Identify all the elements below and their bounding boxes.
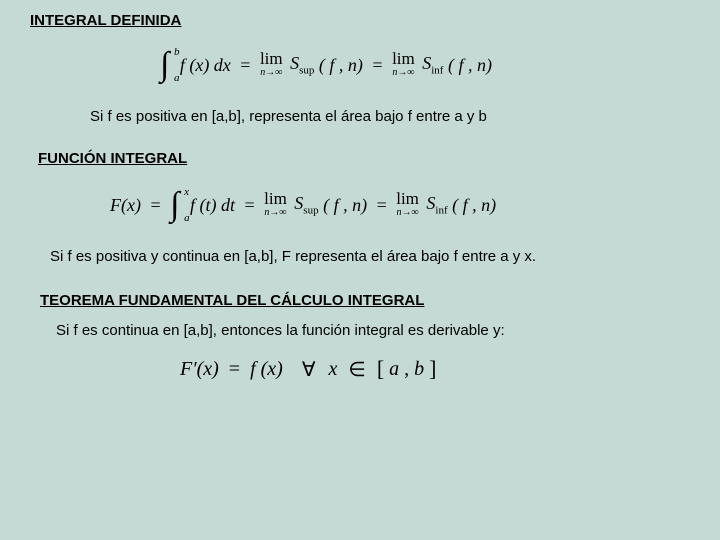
limit-2: lim n→∞: [392, 52, 415, 78]
comma: ,: [404, 358, 409, 381]
limit-1: lim n→∞: [260, 52, 283, 78]
forall-symbol: ∀: [302, 357, 316, 382]
equals-1b: =: [244, 195, 254, 216]
s-sup-b: Ssup: [294, 193, 318, 217]
lim-sub-1b: n→∞: [264, 208, 287, 218]
x-var: x: [329, 358, 338, 381]
right-bracket: ]: [429, 356, 436, 381]
s-inf-b: Sinf: [426, 193, 447, 217]
int-lower-a2: a: [184, 212, 190, 224]
equals-3: =: [229, 358, 240, 381]
s-inf: Sinf: [422, 53, 443, 77]
caption-teorema: Si f es continua en [a,b], entonces la f…: [56, 322, 505, 339]
left-bracket: [: [377, 356, 384, 381]
f-of-x: f (x): [250, 358, 283, 381]
args-2b: ( f , n): [452, 195, 496, 216]
limit-2b: lim n→∞: [396, 192, 419, 218]
int-upper-b: b: [174, 46, 180, 58]
a-var: a: [389, 358, 399, 381]
lim-text-1b: lim: [264, 192, 287, 206]
equals-2b: =: [377, 195, 387, 216]
integrand: f (x) dx: [180, 55, 231, 76]
caption-funcion-integral: Si f es positiva y continua en [a,b], F …: [50, 248, 536, 265]
caption-integral-definida: Si f es positiva en [a,b], representa el…: [90, 108, 487, 125]
integral-sign-2: ∫ x a: [170, 188, 179, 222]
args-1b: ( f , n): [323, 195, 367, 216]
equals-1: =: [240, 55, 250, 76]
equals-2: =: [372, 55, 382, 76]
element-of: ∈: [348, 357, 365, 382]
integral-sign: ∫ b a: [160, 48, 169, 82]
int-upper-x: x: [184, 186, 189, 198]
heading-integral-definida: INTEGRAL DEFINIDA: [30, 12, 181, 29]
integrand-2: f (t) dt: [190, 195, 235, 216]
heading-funcion-integral: FUNCIÓN INTEGRAL: [38, 150, 187, 167]
lim-sub: n→∞: [260, 68, 283, 78]
formula-teorema: F′(x) = f (x) ∀ x ∈ [ a , b ]: [180, 356, 437, 382]
lim-text-2: lim: [392, 52, 415, 66]
slide: INTEGRAL DEFINIDA ∫ b a f (x) dx = lim n…: [0, 0, 720, 540]
s-sup: Ssup: [290, 53, 314, 77]
args-1: ( f , n): [319, 55, 363, 76]
lim-sub-2b: n→∞: [396, 208, 419, 218]
heading-teorema-fundamental: TEOREMA FUNDAMENTAL DEL CÁLCULO INTEGRAL: [40, 292, 424, 309]
F-prime: F′(x): [180, 358, 219, 381]
formula-funcion-integral: F(x) = ∫ x a f (t) dt = lim n→∞ Ssup ( f…: [110, 188, 496, 222]
equals-0: =: [150, 195, 160, 216]
F-of-x: F(x): [110, 195, 141, 216]
limit-1b: lim n→∞: [264, 192, 287, 218]
lim-text-2b: lim: [396, 192, 419, 206]
int-lower-a: a: [174, 72, 180, 84]
args-2: ( f , n): [448, 55, 492, 76]
b-var: b: [414, 358, 424, 381]
lim-sub-2: n→∞: [392, 68, 415, 78]
lim-text: lim: [260, 52, 283, 66]
formula-integral-definida: ∫ b a f (x) dx = lim n→∞ Ssup ( f , n) =…: [160, 48, 492, 82]
